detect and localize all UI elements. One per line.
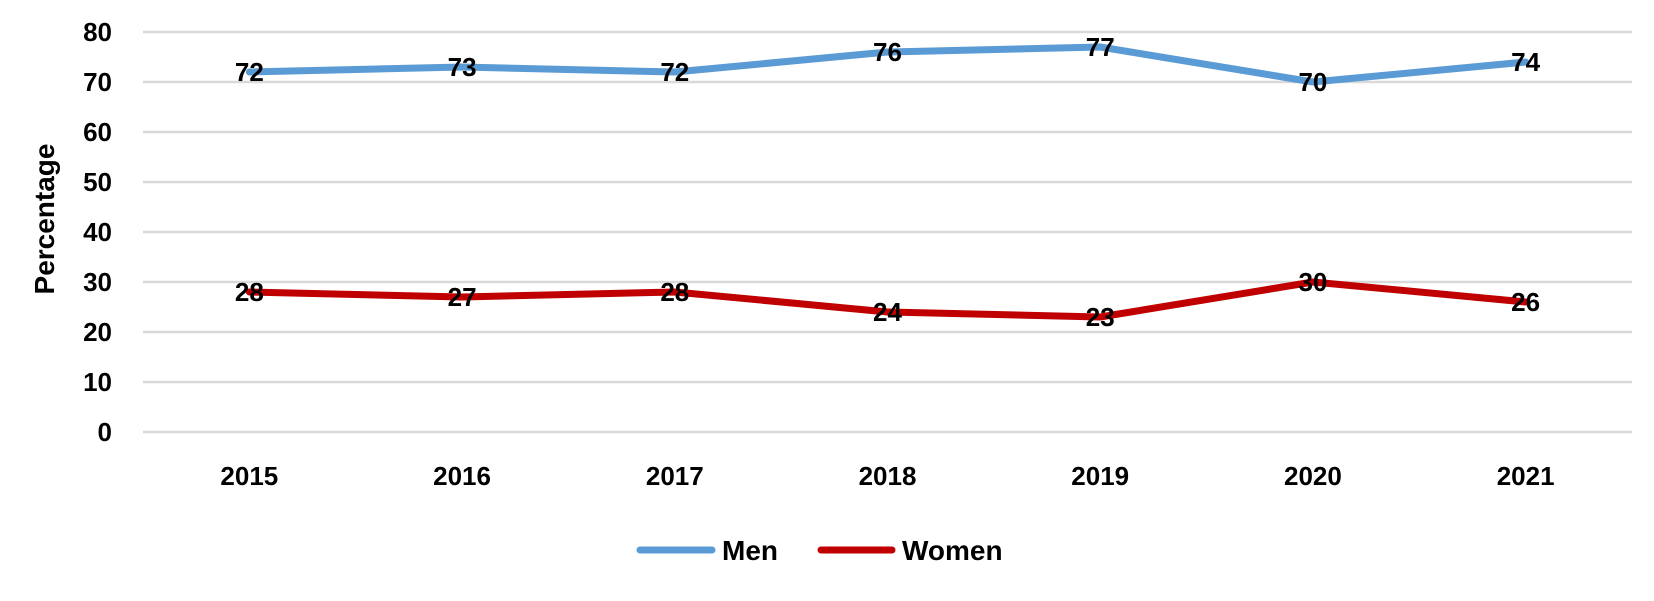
x-tick-label: 2018 <box>859 461 917 491</box>
data-label: 72 <box>235 57 264 87</box>
data-label: 74 <box>1511 47 1540 77</box>
x-tick-label: 2015 <box>220 461 278 491</box>
data-label: 28 <box>235 277 264 307</box>
y-axis-title: Percentage <box>29 144 60 295</box>
y-tick-label: 60 <box>83 117 112 147</box>
legend: Men Women <box>636 535 1003 566</box>
x-tick-label: 2016 <box>433 461 491 491</box>
x-tick-label: 2017 <box>646 461 704 491</box>
data-label: 76 <box>873 37 902 67</box>
y-tick-label: 20 <box>83 317 112 347</box>
y-axis-ticks: 0 10 20 30 40 50 60 70 80 <box>83 17 112 447</box>
data-label: 72 <box>660 57 689 87</box>
data-labels: 72 73 72 76 77 70 74 28 27 28 24 23 30 26 <box>235 32 1541 332</box>
data-label: 26 <box>1511 287 1540 317</box>
data-label: 73 <box>448 52 477 82</box>
x-axis-ticks: 2015 2016 2017 2018 2019 2020 2021 <box>220 461 1554 491</box>
data-label: 30 <box>1298 267 1327 297</box>
legend-item-men: Men <box>636 535 778 566</box>
y-tick-label: 30 <box>83 267 112 297</box>
data-label: 27 <box>448 282 477 312</box>
data-label: 24 <box>873 297 902 327</box>
legend-item-women: Women <box>817 535 1003 566</box>
y-tick-label: 50 <box>83 167 112 197</box>
legend-label: Men <box>722 535 778 566</box>
data-label: 70 <box>1298 67 1327 97</box>
data-label: 28 <box>660 277 689 307</box>
gridlines <box>143 30 1632 434</box>
data-label: 77 <box>1086 32 1115 62</box>
y-tick-label: 80 <box>83 17 112 47</box>
x-tick-label: 2020 <box>1284 461 1342 491</box>
y-tick-label: 40 <box>83 217 112 247</box>
y-tick-label: 70 <box>83 67 112 97</box>
x-tick-label: 2021 <box>1497 461 1555 491</box>
legend-label: Women <box>902 535 1003 566</box>
y-tick-label: 10 <box>83 367 112 397</box>
y-tick-label: 0 <box>98 417 112 447</box>
data-label: 23 <box>1086 302 1115 332</box>
x-tick-label: 2019 <box>1071 461 1129 491</box>
series-lines <box>245 43 1530 321</box>
